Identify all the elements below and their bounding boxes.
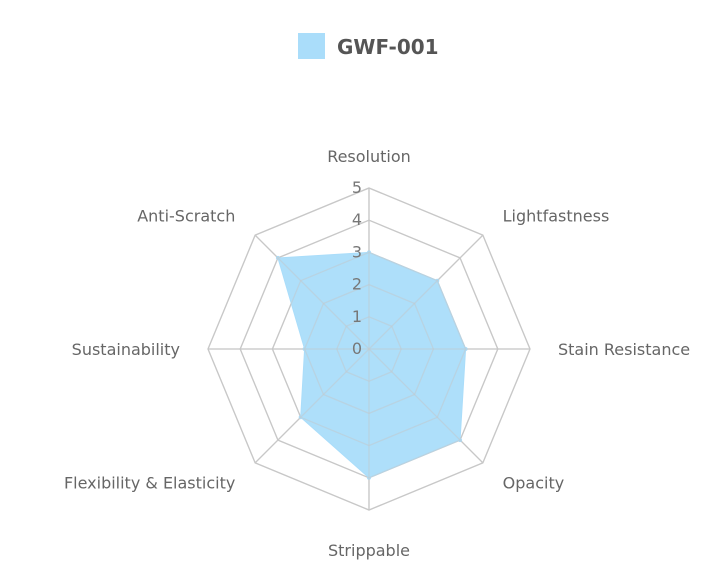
tick-label: 4 xyxy=(352,210,362,229)
axis-label: Strippable xyxy=(328,541,410,560)
grid-ring-3 xyxy=(271,251,467,447)
grid-overlay xyxy=(207,187,531,511)
axis-label: Resolution xyxy=(327,147,411,166)
legend-label[interactable]: GWF-001 xyxy=(337,35,439,59)
series-layer xyxy=(275,250,468,480)
tick-label: 5 xyxy=(352,178,362,197)
tick-layer: 0 1 2 3 4 5 xyxy=(352,178,362,358)
axis-label: Flexibility & Elasticity xyxy=(64,474,235,493)
legend[interactable]: GWF-001 xyxy=(298,33,439,59)
data-point xyxy=(298,415,303,420)
axis-label: Stain Resistance xyxy=(558,340,690,359)
tick-label: 1 xyxy=(352,307,362,326)
grid-spoke xyxy=(254,348,370,464)
grid-ring-1 xyxy=(336,316,402,382)
tick-label: 0 xyxy=(352,339,362,358)
grid-spoke xyxy=(254,234,370,350)
legend-swatch[interactable] xyxy=(298,33,325,59)
axis-label: Opacity xyxy=(503,474,565,493)
tick-label: 2 xyxy=(352,275,362,294)
axis-label-layer: Resolution Lightfastness Stain Resistance O… xyxy=(64,147,690,560)
data-point xyxy=(302,347,307,351)
tick-label: 3 xyxy=(352,242,362,261)
grid-spoke xyxy=(368,234,484,350)
axis-label: Anti-Scratch xyxy=(137,206,235,225)
grid-ring-5 xyxy=(207,187,531,511)
grid-spoke xyxy=(368,348,484,464)
data-point xyxy=(458,438,463,443)
data-point xyxy=(435,278,440,283)
axis-label: Sustainability xyxy=(72,340,180,359)
data-point xyxy=(463,347,468,351)
data-point xyxy=(367,250,371,255)
grid-ring-4 xyxy=(239,219,499,479)
data-point xyxy=(275,255,280,260)
data-point xyxy=(367,475,371,480)
axis-label: Lightfastness xyxy=(503,206,610,225)
grid-ring-2 xyxy=(303,283,435,415)
